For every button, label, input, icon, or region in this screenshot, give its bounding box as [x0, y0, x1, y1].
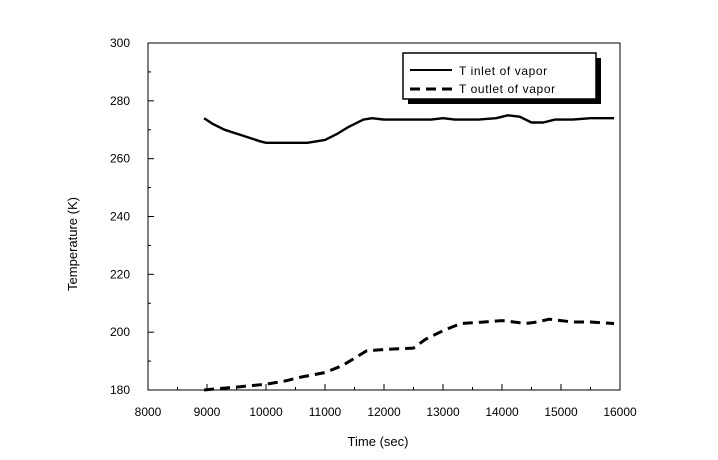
x-tick-label: 14000	[485, 405, 519, 419]
x-tick-label: 12000	[367, 405, 401, 419]
x-tick-label: 8000	[135, 405, 162, 419]
legend-label-outlet: T outlet of vapor	[459, 82, 556, 96]
y-tick-label: 180	[110, 383, 130, 397]
x-tick-label: 13000	[426, 405, 460, 419]
x-tick-label: 16000	[603, 405, 637, 419]
y-axis-label: Temperature (K)	[65, 197, 80, 291]
legend-label-inlet: T inlet of vapor	[459, 64, 548, 78]
x-tick-label: 11000	[309, 405, 342, 419]
x-tick-label: 10000	[249, 405, 283, 419]
y-tick-label: 220	[110, 267, 130, 281]
legend: T inlet of vapor T outlet of vapor	[402, 52, 601, 104]
series-lines	[203, 114, 615, 392]
series-line-inlet	[203, 114, 615, 144]
x-tick-label: 9000	[194, 405, 221, 419]
y-tick-label: 240	[110, 210, 130, 224]
x-axis-label: Time (sec)	[348, 434, 409, 449]
y-tick-label: 300	[110, 36, 130, 50]
y-tick-label: 200	[110, 325, 130, 339]
ticks: 8000 9000 10000 11000 12000 13000 14000 15000 16…	[110, 36, 637, 419]
y-tick-label: 260	[110, 152, 130, 166]
x-tick-label: 15000	[544, 405, 578, 419]
series-line-outlet	[203, 317, 615, 392]
y-tick-label: 280	[110, 94, 130, 108]
legend-box	[402, 52, 597, 100]
